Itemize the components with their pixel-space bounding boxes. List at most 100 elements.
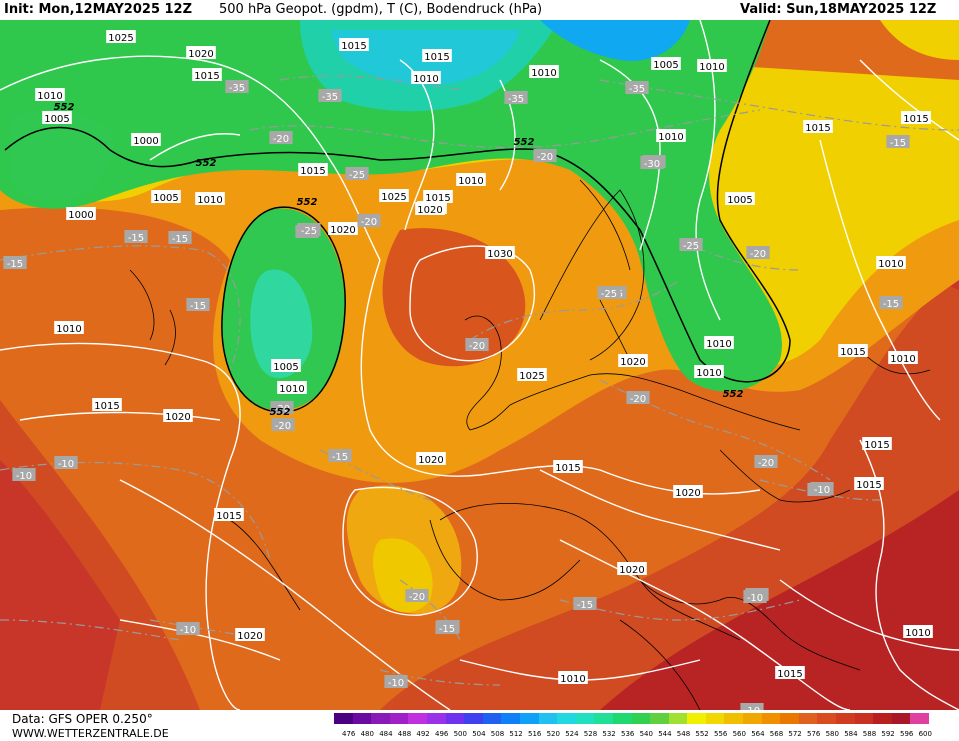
isobar-label-text: 1020 bbox=[675, 488, 700, 499]
isobar-label-text: 1005 bbox=[273, 362, 298, 373]
isobar-label-text: 1015 bbox=[864, 440, 889, 451]
legend-swatch bbox=[910, 713, 929, 724]
legend-tick-label: 548 bbox=[676, 730, 691, 738]
isobar-label-text: 1010 bbox=[279, 384, 304, 395]
temperature-label: -20 bbox=[746, 246, 770, 260]
isobar-label: 1010 bbox=[54, 321, 84, 335]
isobar-label-text: 1015 bbox=[856, 480, 881, 491]
legend-swatch bbox=[761, 713, 781, 724]
temperature-label: -35 bbox=[504, 91, 528, 105]
temperature-label-text: -10 bbox=[747, 593, 763, 604]
temperature-label: -15 bbox=[186, 298, 210, 312]
height-contour-label-text: 552 bbox=[196, 158, 217, 169]
isobar-label: 1015 bbox=[422, 49, 452, 63]
isobar-label: 1020 bbox=[617, 562, 647, 576]
isobar-label-text: 1020 bbox=[330, 225, 355, 236]
isobar-label-text: 1015 bbox=[424, 52, 449, 63]
init-time: Init: Mon,12MAY2025 12Z bbox=[4, 2, 193, 17]
legend-swatch bbox=[743, 713, 762, 724]
isobar-label-text: 1015 bbox=[840, 347, 865, 358]
legend-swatch bbox=[464, 713, 483, 724]
isobar-label: 1015 bbox=[803, 120, 833, 134]
isobar-label-text: 1015 bbox=[216, 511, 241, 522]
isobar-label: 1015 bbox=[192, 68, 222, 82]
data-source: Data: GFS OPER 0.250° bbox=[12, 712, 153, 726]
legend-swatch bbox=[724, 713, 744, 724]
isobar-label-text: 1000 bbox=[68, 210, 93, 221]
isobar-label-text: 1010 bbox=[197, 195, 222, 206]
height-contour-label-text: 552 bbox=[297, 197, 318, 208]
temperature-label-text: -35 bbox=[229, 83, 245, 94]
isobar-label-text: 1025 bbox=[108, 33, 133, 44]
height-contour-label: 552 bbox=[270, 407, 291, 418]
temperature-label-text: -20 bbox=[630, 394, 646, 405]
temperature-label-text: -10 bbox=[180, 625, 196, 636]
temperature-label: -20 bbox=[357, 214, 381, 228]
isobar-label: 1015 bbox=[553, 460, 583, 474]
legend-swatch bbox=[389, 713, 409, 724]
temperature-label: -15 bbox=[3, 256, 27, 270]
isobar-label-text: 1020 bbox=[619, 565, 644, 576]
temperature-label: -20 bbox=[405, 589, 429, 603]
isobar-label-text: 1015 bbox=[555, 463, 580, 474]
temperature-label-text: -25 bbox=[601, 289, 617, 300]
height-contour-label: 552 bbox=[54, 102, 75, 113]
legend-swatch bbox=[798, 713, 818, 724]
isobar-label: 1010 bbox=[558, 671, 588, 685]
color-legend: 476 480 484 488 492 496 500 504 508 512 516 520 524 5… bbox=[334, 713, 932, 738]
isobar-label-text: 1030 bbox=[487, 249, 512, 260]
isobar-label: 1020 bbox=[328, 222, 358, 236]
temperature-label: -20 bbox=[465, 338, 489, 352]
temperature-label-text: -20 bbox=[537, 152, 553, 163]
temperature-label: -10 bbox=[54, 456, 78, 470]
isobar-label-text: 1015 bbox=[194, 71, 219, 82]
isobar-label: 1020 bbox=[416, 452, 446, 466]
isobar-label: 1000 bbox=[66, 207, 96, 221]
legend-swatch bbox=[891, 713, 911, 724]
temperature-label: -20 bbox=[626, 391, 650, 405]
temperature-label-text: -35 bbox=[322, 92, 338, 103]
isobar-label: 1025 bbox=[517, 368, 547, 382]
temperature-label: -25 bbox=[345, 167, 369, 181]
isobar-label-text: 1010 bbox=[890, 354, 915, 365]
legend-tick-label: 588 bbox=[862, 730, 877, 738]
legend-swatch bbox=[873, 713, 892, 724]
legend-swatch bbox=[687, 713, 706, 724]
isobar-label: 1015 bbox=[838, 344, 868, 358]
isobar-label-text: 1020 bbox=[418, 455, 443, 466]
temperature-label-text: -25 bbox=[349, 170, 365, 181]
isobar-label: 1015 bbox=[423, 190, 453, 204]
temperature-label-text: -15 bbox=[128, 233, 144, 244]
legend-swatch bbox=[371, 713, 390, 724]
cold-trough-north bbox=[0, 20, 782, 392]
legend-tick-label: 556 bbox=[714, 730, 728, 738]
isobar-label: 1010 bbox=[277, 381, 307, 395]
isobar-label: 1025 bbox=[379, 189, 409, 203]
cold-core-north-inner bbox=[540, 20, 690, 61]
isobar-label: 1020 bbox=[415, 202, 445, 216]
temperature-label: -10 bbox=[740, 703, 764, 710]
isobar-label-text: 1020 bbox=[417, 205, 442, 216]
legend-swatch bbox=[557, 713, 576, 724]
isobar-label-text: 1010 bbox=[905, 628, 930, 639]
isobar-label-text: 1005 bbox=[153, 193, 178, 204]
isobar-label: 1010 bbox=[694, 365, 724, 379]
legend-tick-label: 568 bbox=[769, 730, 784, 738]
temperature-label: -10 bbox=[384, 675, 408, 689]
isobar-label: 1010 bbox=[888, 351, 918, 365]
temperature-label-text: -25 bbox=[683, 241, 699, 252]
legend-swatch bbox=[817, 713, 837, 724]
legend-swatch bbox=[650, 713, 669, 724]
legend-tick-label: 540 bbox=[639, 730, 653, 738]
isobar-label: 1010 bbox=[704, 336, 734, 350]
legend-swatch bbox=[854, 713, 874, 724]
legend-tick-label: 504 bbox=[472, 730, 486, 738]
temperature-label-layer: -35-35-35-35-30-20-25-25-20-20-30-25-20-… bbox=[3, 80, 910, 710]
legend-swatch bbox=[408, 713, 427, 724]
isobar-label-text: 1010 bbox=[696, 368, 721, 379]
isobars bbox=[0, 20, 959, 710]
isobar-label: 1010 bbox=[411, 71, 441, 85]
legend-swatch bbox=[445, 713, 465, 724]
legend-tick-label: 552 bbox=[695, 730, 709, 738]
